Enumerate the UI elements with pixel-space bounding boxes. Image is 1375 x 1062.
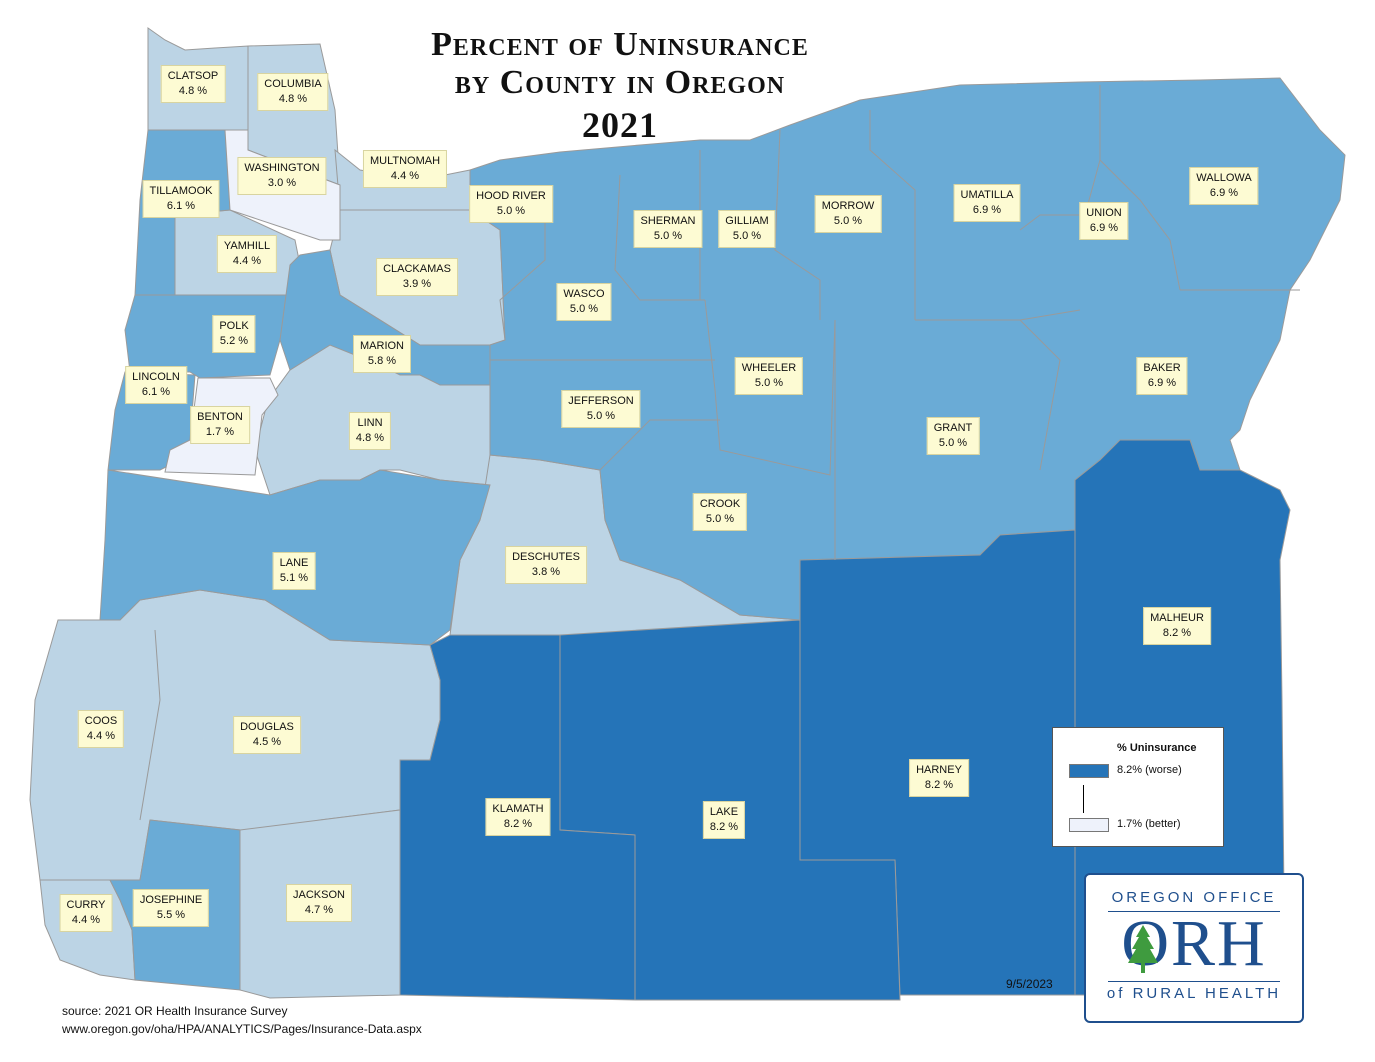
county-label-gilliam: GILLIAM 5.0 % <box>718 210 776 248</box>
county-label-coos: COOS 4.4 % <box>77 710 125 748</box>
county-label-tillamook: TILLAMOOK 6.1 % <box>142 180 220 218</box>
county-label-morrow: MORROW 5.0 % <box>814 195 882 233</box>
county-label-klamath: KLAMATH 8.2 % <box>485 798 551 836</box>
county-label-deschutes: DESCHUTES 3.8 % <box>505 546 587 584</box>
source-url: www.oregon.gov/oha/HPA/ANALYTICS/Pages/I… <box>62 1022 422 1036</box>
county-label-clatsop: CLATSOP 4.8 % <box>160 65 226 103</box>
county-label-clackamas: CLACKAMAS 3.9 % <box>376 258 458 296</box>
logo-rule-bottom <box>1108 981 1280 982</box>
county-label-lake: LAKE 8.2 % <box>702 801 746 839</box>
county-label-yamhill: YAMHILL 4.4 % <box>216 235 278 273</box>
county-label-columbia: COLUMBIA 4.8 % <box>257 73 329 111</box>
county-label-hood-river: HOOD RIVER 5.0 % <box>469 185 553 223</box>
legend-title: % Uninsurance <box>1117 742 1197 754</box>
legend-swatch-low <box>1069 818 1109 832</box>
county-label-umatilla: UMATILLA 6.9 % <box>953 184 1021 222</box>
map-title-line-2: by County in Oregon <box>454 64 786 101</box>
county-label-douglas: DOUGLAS 4.5 % <box>233 716 301 754</box>
county-label-jackson: JACKSON 4.7 % <box>286 884 352 922</box>
tree-icon <box>1128 925 1158 973</box>
county-label-jefferson: JEFFERSON 5.0 % <box>561 390 641 428</box>
legend-high-label: 8.2% (worse) <box>1117 764 1182 776</box>
logo-rule-top <box>1108 911 1280 912</box>
county-label-baker: BAKER 6.9 % <box>1136 357 1188 395</box>
county-label-marion: MARION 5.8 % <box>353 335 411 373</box>
county-label-wasco: WASCO 5.0 % <box>556 283 612 321</box>
county-label-lincoln: LINCOLN 6.1 % <box>125 366 187 404</box>
logo-bottom-text: of RURAL HEALTH <box>1106 985 1282 1002</box>
county-label-benton: BENTON 1.7 % <box>190 406 250 444</box>
map-legend: % Uninsurance 8.2% (worse) 1.7% (better) <box>1052 727 1224 847</box>
county-label-crook: CROOK 5.0 % <box>692 493 748 531</box>
county-shape-marion <box>279 249 491 386</box>
county-label-union: UNION 6.9 % <box>1079 202 1129 240</box>
county-label-malheur: MALHEUR 8.2 % <box>1143 607 1211 645</box>
legend-connector <box>1083 785 1084 813</box>
county-label-wallowa: WALLOWA 6.9 % <box>1189 167 1259 205</box>
county-label-wheeler: WHEELER 5.0 % <box>734 357 804 395</box>
legend-swatch-high <box>1069 764 1109 778</box>
county-label-harney: HARNEY 8.2 % <box>909 759 969 797</box>
county-label-lane: LANE 5.1 % <box>272 552 316 590</box>
county-label-linn: LINN 4.8 % <box>348 412 392 450</box>
logo-mid-text: ORH <box>1121 907 1267 980</box>
source-note: source: 2021 OR Health Insurance Survey <box>62 1004 288 1018</box>
county-label-sherman: SHERMAN 5.0 % <box>633 210 703 248</box>
map-title-line-1: Percent of Uninsurance <box>431 26 809 63</box>
county-label-josephine: JOSEPHINE 5.5 % <box>132 889 210 927</box>
logo-top-text: OREGON OFFICE <box>1111 889 1277 906</box>
map-date: 9/5/2023 <box>1006 977 1053 991</box>
county-label-curry: CURRY 4.4 % <box>59 894 113 932</box>
county-label-washington: WASHINGTON 3.0 % <box>237 157 327 195</box>
county-label-multnomah: MULTNOMAH 4.4 % <box>362 150 448 188</box>
orh-logo: OREGON OFFICE ORH of RURAL HEALTH <box>1084 873 1304 1023</box>
map-title-year: 2021 <box>582 105 658 145</box>
legend-low-label: 1.7% (better) <box>1117 818 1181 830</box>
county-label-polk: POLK 5.2 % <box>212 315 256 353</box>
county-label-grant: GRANT 5.0 % <box>926 417 980 455</box>
